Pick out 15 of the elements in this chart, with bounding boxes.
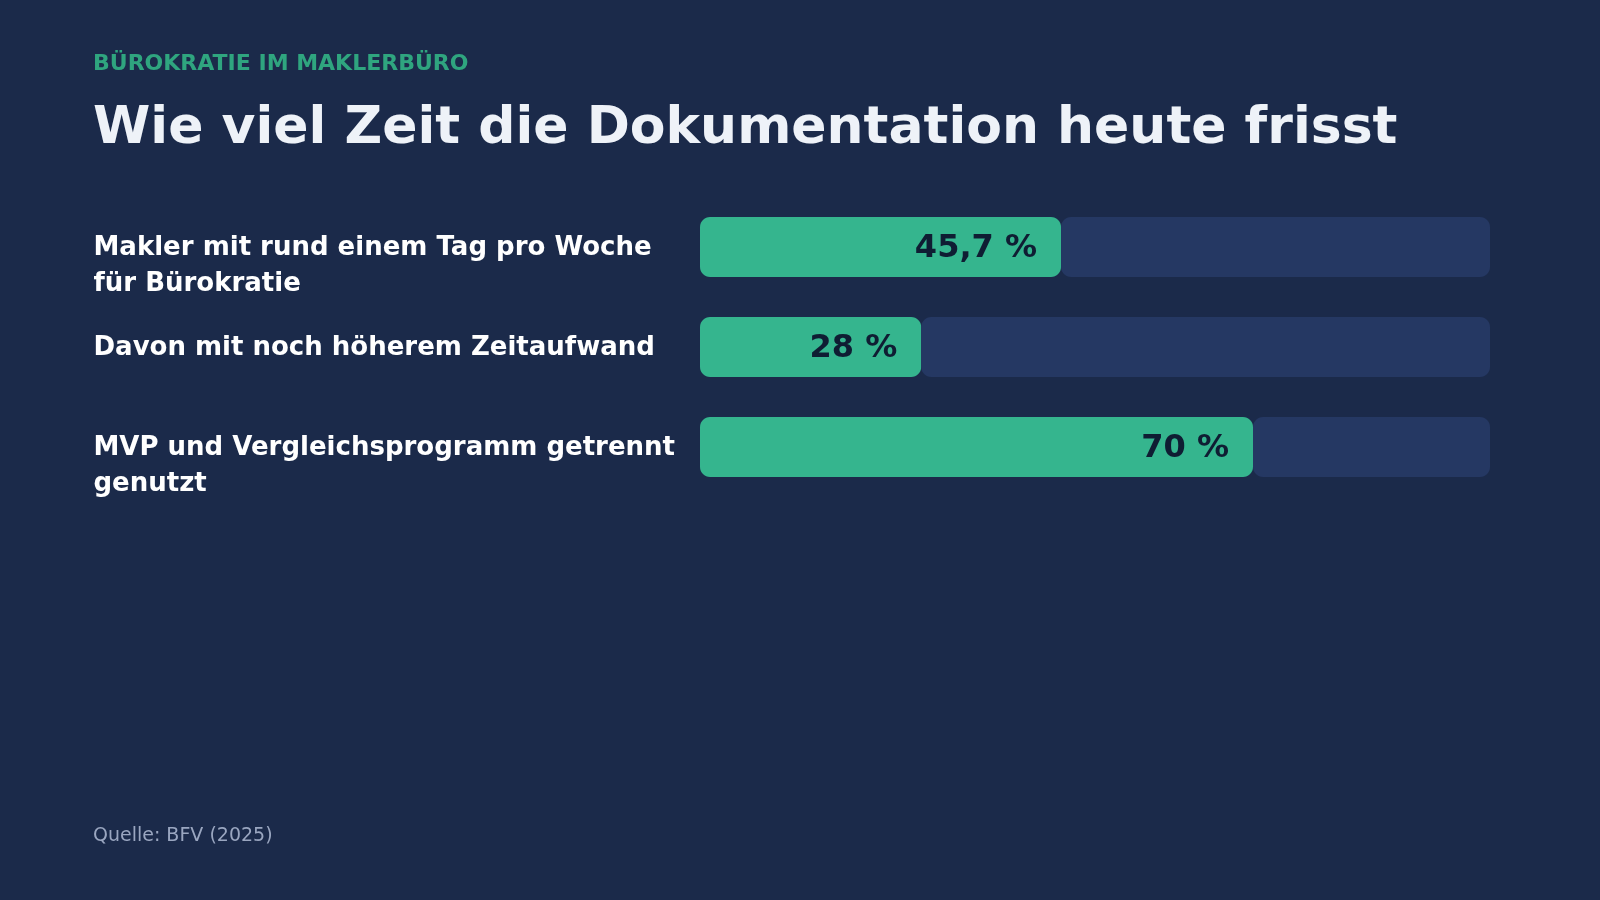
text: BÜROKRATIE IM MAKLERBÜRO: [93, 50, 469, 75]
y-tick-label: Makler mit rund einem Tag pro Woche für Bürokratie: [93, 231, 652, 297]
source-note: Quelle: BFV (2025): [93, 823, 273, 845]
chart-title: Wie viel Zeit die Dokumentation heute frisst: [93, 95, 1398, 155]
bar: [700, 417, 1253, 477]
data-label: 45,7 %: [914, 227, 1038, 265]
data-label: 28 %: [809, 327, 898, 365]
data-label: 70 %: [1141, 427, 1229, 465]
bar: [921, 317, 1490, 377]
y-tick-label: Davon mit noch höherem Zeitaufwand: [93, 331, 655, 361]
bar: [1253, 417, 1490, 477]
y-tick-label: MVP und Vergleichsprogramm getrennt genutzt: [93, 431, 675, 497]
bar: [1061, 217, 1490, 277]
bar: [700, 317, 922, 377]
bar: [700, 217, 1062, 277]
